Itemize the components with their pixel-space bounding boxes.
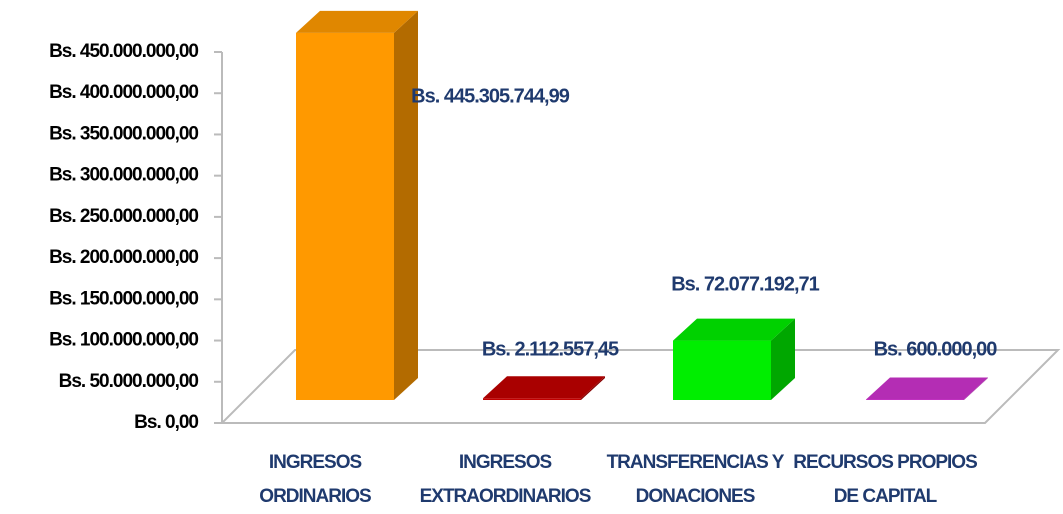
bar xyxy=(483,398,581,400)
value-label: Bs. 72.077.192,71 xyxy=(671,273,819,295)
value-label: Bs. 2.112.557,45 xyxy=(482,338,619,360)
value-label: Bs. 445.305.744,99 xyxy=(411,85,570,107)
x-tick-label: TRANSFERENCIAS Y DONACIONES xyxy=(600,446,790,514)
y-tick-label: Bs. 350.000.000,00 xyxy=(49,123,198,144)
bar-side xyxy=(394,11,418,400)
x-tick-label: INGRESOS ORDINARIOS xyxy=(220,446,410,514)
y-tick-label: Bs. 150.000.000,00 xyxy=(49,288,198,309)
x-tick-label: RECURSOS PROPIOS DE CAPITAL xyxy=(790,446,980,514)
bar xyxy=(296,33,394,400)
y-tick-label: Bs. 300.000.000,00 xyxy=(49,165,198,186)
y-tick-label: Bs. 100.000.000,00 xyxy=(49,330,198,351)
y-tick-label: Bs. 0,00 xyxy=(134,412,198,433)
x-tick-label: INGRESOS EXTRAORDINARIOS xyxy=(410,446,600,514)
bar-top xyxy=(866,378,988,400)
value-label: Bs. 600.000,00 xyxy=(874,338,998,360)
bar-top xyxy=(483,376,605,398)
bar xyxy=(673,341,771,400)
y-tick-label: Bs. 200.000.000,00 xyxy=(49,247,198,268)
y-tick-label: Bs. 50.000.000,00 xyxy=(59,371,199,392)
y-tick-label: Bs. 250.000.000,00 xyxy=(49,206,198,227)
y-tick-label: Bs. 400.000.000,00 xyxy=(49,82,198,103)
y-tick-label: Bs. 450.000.000,00 xyxy=(49,41,198,62)
